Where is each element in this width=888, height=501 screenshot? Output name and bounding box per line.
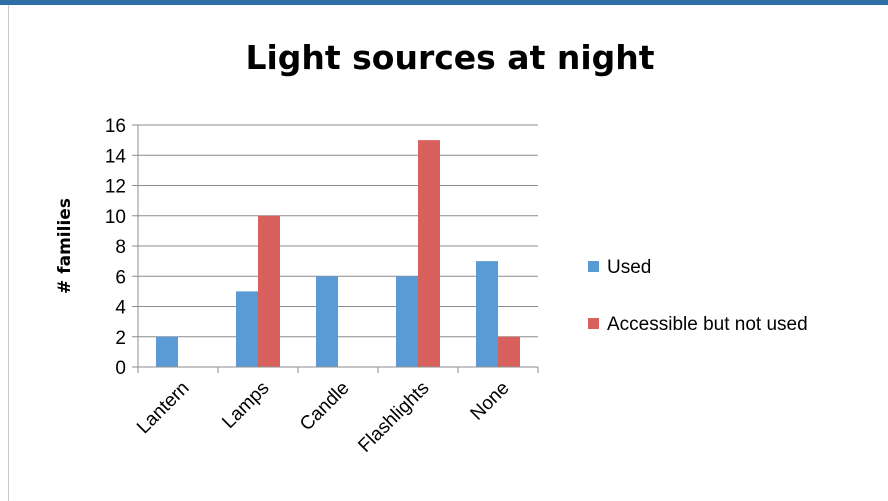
y-tick-label: 4: [115, 298, 126, 319]
y-tick-label: 2: [115, 328, 126, 349]
x-tick-label: None: [467, 378, 514, 425]
tick-labels: 0 2 4 6 8 10 12 14 16 Lantern Lamps Candle Flashligh…: [105, 116, 514, 457]
bar-candle-used: [316, 276, 338, 367]
legend-label: Used: [607, 257, 651, 278]
bar-lamps-used: [236, 291, 258, 367]
legend: Used Accessible but not used: [588, 257, 808, 335]
axes: [132, 124, 539, 373]
x-tick-label: Flashlights: [354, 378, 433, 457]
y-tick-label: 16: [105, 116, 126, 137]
bar-lamps-accessible: [258, 215, 280, 367]
legend-label: Accessible but not used: [607, 314, 808, 335]
y-tick-label: 14: [105, 146, 127, 167]
bars: [156, 140, 520, 367]
header-accent-bar: [0, 0, 888, 5]
bar-lantern-used: [156, 336, 178, 367]
y-tick-label: 10: [105, 207, 126, 228]
legend-swatch: [588, 261, 599, 272]
legend-swatch: [588, 318, 599, 329]
y-axis-label: # families: [55, 198, 75, 294]
x-tick-label: Lamps: [218, 378, 273, 433]
x-tick-label: Lantern: [133, 378, 193, 438]
y-tick-label: 0: [115, 358, 126, 379]
bar-none-used: [476, 261, 498, 367]
chart-title: Light sources at night: [245, 38, 655, 77]
slide-left-border: [8, 5, 9, 501]
y-tick-label: 12: [105, 177, 126, 198]
x-tick-label: Candle: [296, 378, 353, 435]
bar-none-accessible: [498, 336, 520, 367]
bar-flashlights-accessible: [418, 140, 440, 367]
y-tick-label: 6: [115, 267, 126, 288]
y-tick-label: 8: [115, 237, 126, 258]
bar-flashlights-used: [396, 276, 418, 367]
